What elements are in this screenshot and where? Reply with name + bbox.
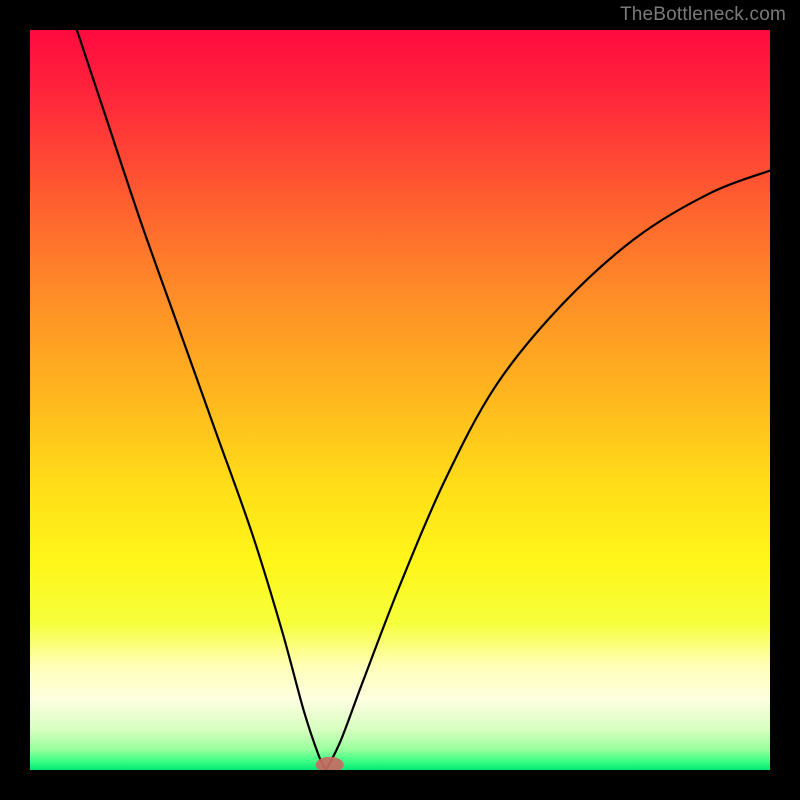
plot-area <box>30 30 770 770</box>
chart-svg <box>30 30 770 770</box>
chart-frame: TheBottleneck.com <box>0 0 800 800</box>
watermark-text: TheBottleneck.com <box>620 4 786 26</box>
gradient-background <box>30 30 770 770</box>
